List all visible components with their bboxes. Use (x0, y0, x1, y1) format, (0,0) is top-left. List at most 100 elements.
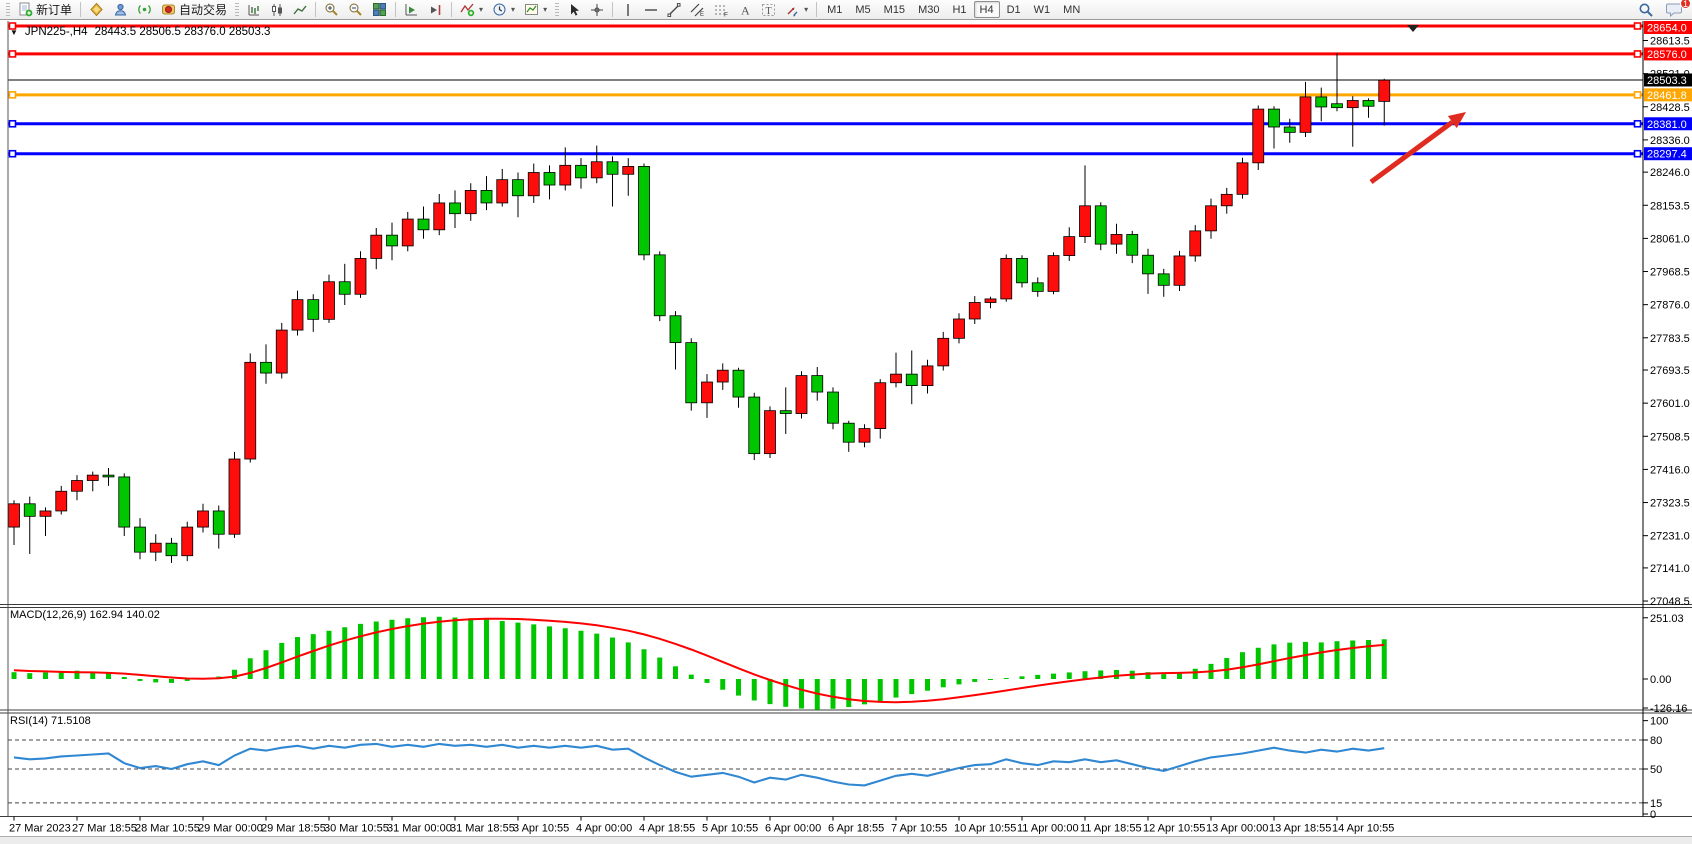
rsi-line (13, 742, 1385, 787)
vertical-line-tool-button[interactable] (617, 1, 639, 19)
chart-shift-button[interactable] (424, 1, 447, 19)
timeframe-button-MN[interactable]: MN (1063, 3, 1081, 16)
chat-button[interactable]: 1 (1662, 0, 1691, 19)
time-tick-label: 4 Apr 00:00 (576, 823, 632, 835)
bar-chart-mode-button[interactable] (243, 1, 265, 19)
equidistant-channel-icon: E (690, 3, 704, 17)
price-tag (1644, 21, 1692, 34)
chart-symbol-period: JPN225-,H4 (24, 26, 88, 38)
timeframe-button-M15[interactable]: M15 (883, 3, 906, 16)
trendline-tool-button[interactable] (663, 1, 685, 19)
time-tick-label: 6 Apr 00:00 (765, 823, 821, 835)
line-handle-icon[interactable] (8, 91, 17, 99)
demo-account-icon (90, 2, 103, 17)
time-tick-label: 7 Apr 10:55 (891, 823, 947, 835)
horizontal-line-objects[interactable] (8, 24, 1643, 156)
bull-candle (181, 526, 194, 557)
auto-scroll-button[interactable] (400, 1, 423, 19)
horizontal-line-tool-button[interactable] (640, 1, 662, 19)
search-button[interactable] (1634, 1, 1658, 19)
cursor-tool-button[interactable] (563, 1, 585, 19)
candlestick-mode-button[interactable] (266, 1, 288, 19)
macd-tick-label: 0.00 (1650, 674, 1671, 686)
toolbar-grip[interactable] (235, 2, 240, 17)
crosshair-icon (591, 3, 604, 16)
bull-candle (590, 161, 603, 179)
time-tick-label: 13 Apr 00:00 (1206, 823, 1268, 835)
new-order-icon (19, 2, 33, 17)
line-handle-icon[interactable] (1633, 91, 1642, 99)
candlestick-icon (272, 3, 283, 16)
periods-button[interactable]: ▾ (488, 1, 519, 19)
dropdown-caret-icon: ▾ (511, 5, 516, 14)
bear-candle (1031, 282, 1044, 292)
signals-button[interactable] (133, 1, 156, 19)
templates-button[interactable]: ▾ (520, 1, 551, 19)
timeframe-button-W1[interactable]: W1 (1033, 3, 1051, 16)
chart-shift-marker-icon[interactable] (1407, 25, 1419, 32)
indicators-icon (460, 3, 475, 17)
horizontal-line-icon (645, 8, 658, 11)
trend-arrow-annotation[interactable] (1369, 112, 1466, 185)
autotrading-button[interactable]: 自动交易 (157, 1, 231, 19)
chart-window[interactable]: 28613.528521.028428.528336.028246.028153… (0, 21, 1692, 836)
line-handle-icon[interactable] (1633, 149, 1642, 158)
timeframe-button-M1[interactable]: M1 (827, 3, 843, 16)
equidistant-channel-tool-button[interactable]: E (686, 1, 709, 19)
autotrading-label: 自动交易 (179, 3, 228, 17)
timeframe-button-D1[interactable]: D1 (1006, 3, 1021, 16)
hline-endpoint-handles[interactable] (8, 22, 1642, 158)
chart-canvas[interactable]: 28613.528521.028428.528336.028246.028153… (0, 21, 1692, 836)
zoom-in-button[interactable] (320, 1, 343, 19)
panel-splitter[interactable] (0, 604, 1692, 608)
line-handle-icon[interactable] (8, 149, 17, 158)
community-button[interactable] (109, 1, 132, 19)
line-handle-icon[interactable] (8, 119, 17, 128)
text-label-tool-button[interactable]: T (757, 1, 780, 19)
bull-candle (953, 318, 965, 339)
price-scale[interactable]: 28613.528521.028428.528336.028246.028153… (7, 21, 1690, 821)
dropdown-caret-icon: ▾ (543, 5, 548, 14)
bear-candle (1283, 126, 1296, 133)
text-tool-button[interactable]: A (734, 1, 756, 19)
demo-account-button[interactable] (85, 1, 108, 19)
rsi-tick-label: 50 (1650, 764, 1662, 776)
rsi-tick-label: 15 (1650, 798, 1662, 810)
search-icon (1639, 3, 1653, 17)
bear-candle (512, 179, 524, 197)
line-handle-icon[interactable] (8, 50, 17, 58)
line-handle-icon[interactable] (1633, 22, 1642, 30)
time-tick-label: 29 Mar 18:55 (261, 823, 326, 835)
tile-windows-button[interactable] (368, 1, 391, 19)
indicators-button[interactable]: ▾ (456, 1, 487, 19)
bear-candle (653, 254, 666, 317)
timeframe-button-M30[interactable]: M30 (918, 3, 940, 16)
price-tick-label: 28336.0 (1650, 135, 1690, 147)
rsi-panel (8, 739, 1643, 804)
timeframe-button-H4[interactable]: H4 (973, 1, 1000, 18)
time-tick-label: 28 Mar 10:55 (135, 823, 200, 835)
timeframe-button-H1[interactable]: H1 (952, 3, 967, 16)
toolbar-grip[interactable] (555, 2, 560, 17)
crosshair-tool-button[interactable] (586, 1, 608, 19)
price-tag-label: 28461.8 (1647, 90, 1687, 102)
line-chart-mode-button[interactable] (289, 1, 311, 19)
vertical-line-icon (627, 3, 629, 16)
arrow-head (1447, 112, 1466, 129)
price-tag-label: 28654.0 (1647, 23, 1687, 35)
new-order-button[interactable]: 新订单 (14, 1, 76, 19)
fibonacci-tool-button[interactable]: F (710, 1, 733, 19)
line-handle-icon[interactable] (8, 22, 17, 30)
panel-splitter[interactable] (0, 710, 1692, 713)
periods-clock-icon (493, 3, 506, 16)
bull-candle (701, 381, 713, 404)
bull-candle (244, 361, 257, 460)
symbol-dropdown-icon[interactable]: ▼ (10, 27, 18, 37)
zoom-out-button[interactable] (344, 1, 367, 19)
arrows-tool-button[interactable]: ▾ (781, 1, 812, 19)
timeframe-button-M5[interactable]: M5 (855, 3, 871, 16)
toolbar-grip[interactable] (6, 2, 10, 17)
line-handle-icon[interactable] (1633, 119, 1642, 128)
line-handle-icon[interactable] (1633, 50, 1642, 58)
